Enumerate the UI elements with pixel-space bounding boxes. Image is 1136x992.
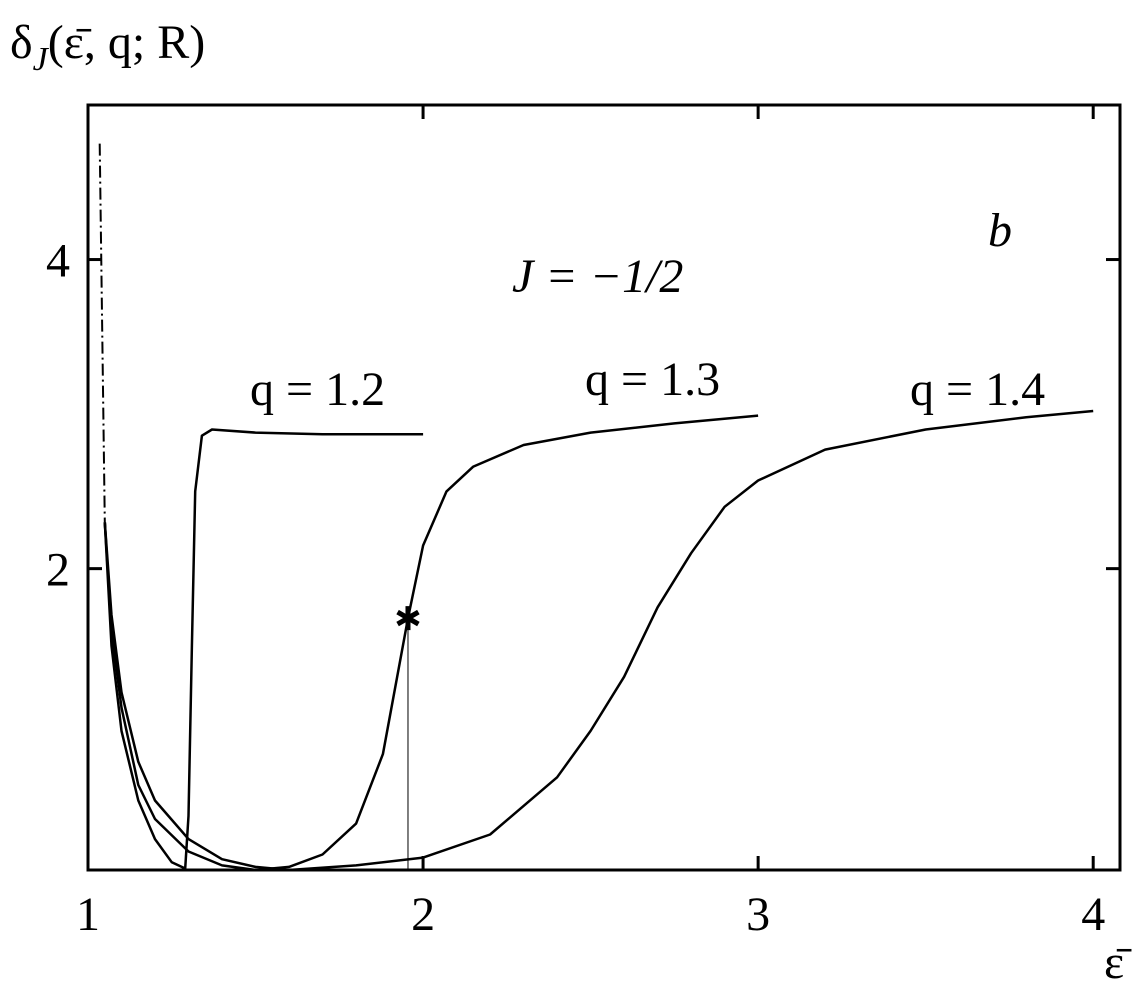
x-axis-label: ε̄ (1104, 936, 1132, 989)
curve (103, 414, 759, 872)
curve-label: q = 1.2 (250, 363, 385, 416)
curve (103, 409, 1094, 872)
x-tick-label: 2 (411, 888, 435, 941)
panel-label: b (988, 204, 1012, 257)
y-axis-label: δJ(ε̄, q; R) (10, 16, 205, 78)
curve-label: q = 1.3 (585, 353, 720, 406)
x-tick-label: 3 (746, 888, 770, 941)
annotation: J = −1/2 (512, 250, 683, 303)
curve (98, 143, 106, 523)
y-label-symbol: δ (10, 16, 33, 69)
curve (103, 428, 424, 870)
y-label-args: (ε̄, q; R) (48, 16, 205, 69)
y-tick-label: 4 (46, 235, 70, 288)
star-marker (396, 606, 420, 631)
y-label-subscript: J (33, 41, 50, 78)
x-tick-label: 4 (1081, 888, 1105, 941)
x-tick-label: 1 (76, 888, 100, 941)
plot-frame (86, 103, 1122, 872)
curve-label: q = 1.4 (910, 363, 1045, 416)
y-tick-label: 2 (46, 544, 70, 597)
